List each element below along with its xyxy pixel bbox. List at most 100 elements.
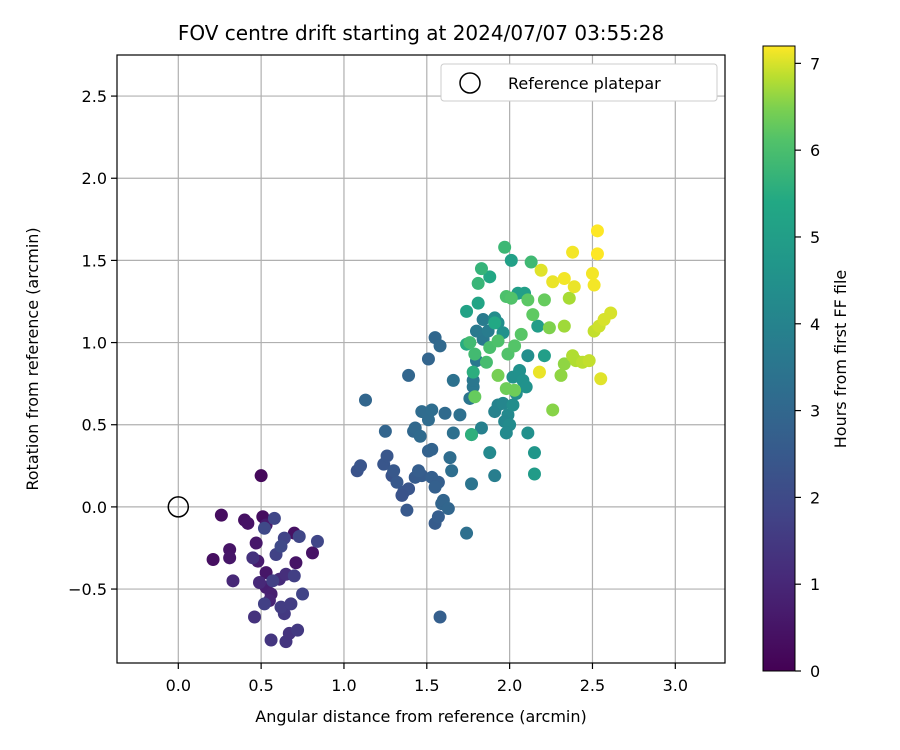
data-point (289, 556, 303, 570)
data-point (354, 459, 368, 473)
colorbar-label: Hours from first FF file (831, 270, 850, 449)
x-tick-label: 2.5 (580, 676, 605, 695)
data-point (465, 477, 479, 491)
data-point (504, 291, 518, 305)
data-point (431, 510, 445, 524)
data-point (428, 480, 442, 494)
x-tick-label: 0.5 (248, 676, 273, 695)
data-point (471, 296, 485, 310)
colorbar-tick-label: 2 (810, 488, 820, 507)
data-point (206, 552, 220, 566)
data-point (491, 368, 505, 382)
data-point (508, 383, 522, 397)
data-point (491, 334, 505, 348)
data-point (537, 349, 551, 363)
data-point (527, 467, 541, 481)
data-point (246, 551, 260, 565)
data-point (488, 316, 502, 330)
data-point (582, 354, 596, 368)
data-point (521, 293, 535, 307)
data-point (554, 368, 568, 382)
data-point (590, 224, 604, 238)
x-tick-label: 2.0 (497, 676, 522, 695)
data-point (557, 357, 571, 371)
data-points (167, 224, 618, 649)
data-point (508, 339, 522, 353)
data-point (387, 464, 401, 478)
legend-label-reference: Reference platepar (508, 74, 661, 93)
data-point (425, 442, 439, 456)
y-tick-label: 0.0 (82, 498, 107, 517)
colorbar-tick-label: 5 (810, 228, 820, 247)
x-axis-label: Angular distance from reference (arcmin) (255, 707, 586, 726)
colorbar-gradient (762, 45, 796, 672)
data-point (264, 633, 278, 647)
data-point (378, 424, 392, 438)
x-tick-label: 1.5 (414, 676, 439, 695)
data-point (506, 398, 520, 412)
data-point (499, 426, 513, 440)
data-point (214, 508, 228, 522)
data-point (257, 521, 271, 535)
data-point (267, 511, 281, 525)
data-point (474, 262, 488, 276)
data-point (453, 408, 467, 422)
data-point (474, 421, 488, 435)
data-point (421, 352, 435, 366)
data-point (402, 368, 416, 382)
data-point (395, 488, 409, 502)
data-point (465, 428, 479, 442)
data-point (594, 372, 608, 386)
data-point (468, 347, 482, 361)
data-point (400, 503, 414, 517)
data-point (252, 575, 266, 589)
colorbar-tick-label: 1 (810, 575, 820, 594)
data-point (524, 255, 538, 269)
x-tick-label: 0.0 (166, 676, 191, 695)
reference-marker (167, 496, 190, 518)
data-point (479, 355, 493, 369)
data-point (274, 539, 288, 553)
data-point (287, 569, 301, 583)
data-point (412, 464, 426, 478)
data-point (310, 534, 324, 548)
colorbar: 0 1 2 3 4 5 6 7 Hours from first FF file (762, 45, 850, 681)
y-tick-label: −0.5 (68, 580, 107, 599)
data-point (496, 396, 510, 410)
data-point (521, 426, 535, 440)
data-point (266, 574, 280, 588)
data-point (223, 551, 237, 565)
data-point (291, 623, 305, 637)
y-tick-label: 2.0 (82, 169, 107, 188)
chart-title: FOV centre drift starting at 2024/07/07 … (178, 21, 664, 45)
data-point (433, 339, 447, 353)
data-point (521, 349, 535, 363)
data-point (305, 546, 319, 560)
colorbar-tick-label: 0 (810, 662, 820, 681)
data-point (519, 380, 533, 394)
data-point (460, 526, 474, 540)
data-point (526, 308, 540, 322)
data-point (546, 275, 560, 289)
data-point (249, 536, 263, 550)
data-point (274, 600, 288, 614)
x-tick-label: 3.0 (663, 676, 688, 695)
data-point (546, 403, 560, 417)
colorbar-tick-label: 3 (810, 402, 820, 421)
data-point (292, 529, 306, 543)
data-point (441, 502, 455, 516)
legend-marker-reference-icon (459, 72, 481, 94)
data-point (445, 464, 459, 478)
data-point (446, 373, 460, 387)
data-point (380, 449, 394, 463)
data-point (468, 390, 482, 404)
colorbar-tick-label: 6 (810, 141, 820, 160)
y-tick-label: 2.5 (82, 87, 107, 106)
data-point (359, 393, 373, 407)
y-axis-label: Rotation from reference (arcmin) (23, 227, 42, 490)
data-point (513, 364, 527, 378)
data-point (542, 321, 556, 335)
x-tick-label: 1.0 (331, 676, 356, 695)
y-tick-label: 1.5 (82, 251, 107, 270)
